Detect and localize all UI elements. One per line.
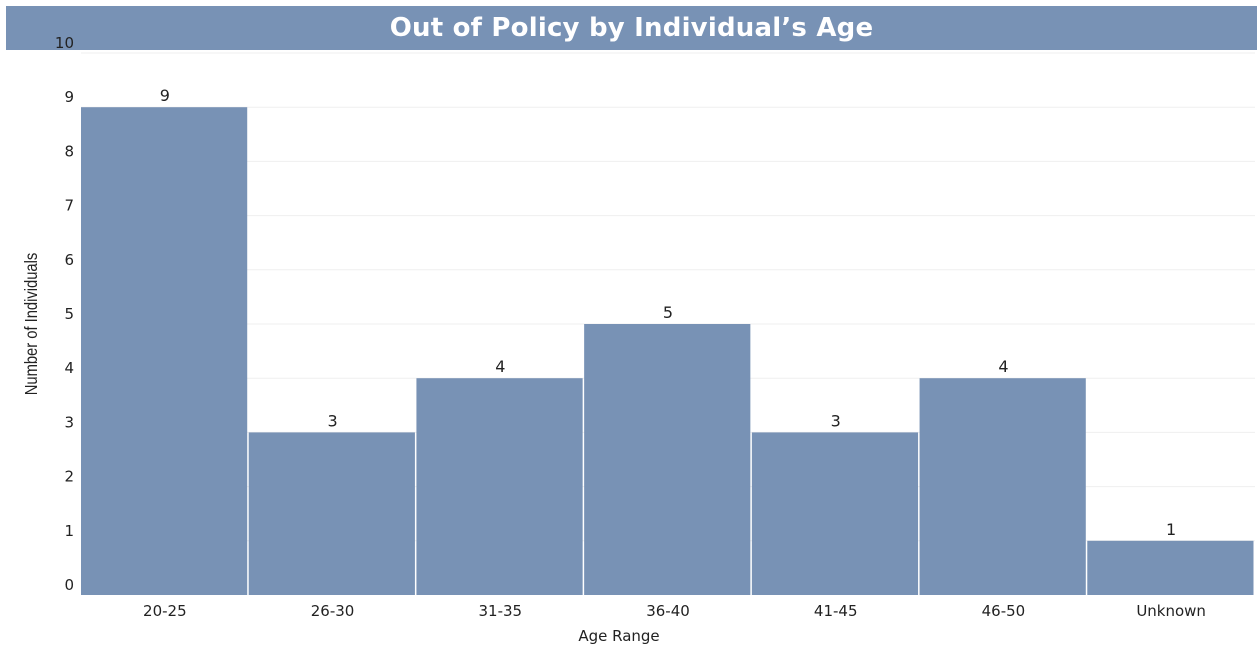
y-axis-title: Number of Individuals [22, 253, 42, 396]
y-axis-ticks: 0 1 2 3 4 5 6 7 8 9 10 [55, 34, 74, 594]
x-tick-label: 46-50 [982, 602, 1026, 620]
bar-unknown[interactable] [1087, 540, 1254, 595]
data-label: 4 [495, 357, 505, 376]
data-label: 3 [831, 411, 841, 430]
data-labels: 9 3 4 5 3 4 1 [160, 86, 1176, 539]
bar-26-30[interactable] [248, 432, 415, 595]
bars [81, 107, 1254, 595]
y-tick-label: 9 [64, 88, 74, 106]
y-tick-label: 6 [64, 251, 74, 269]
x-tick-label: 20-25 [143, 602, 187, 620]
x-tick-label: 31-35 [478, 602, 522, 620]
data-label: 5 [663, 303, 673, 322]
x-tick-label: 41-45 [814, 602, 858, 620]
bar-31-35[interactable] [416, 378, 583, 595]
chart-title: Out of Policy by Individual’s Age [389, 13, 874, 43]
y-tick-label: 7 [64, 197, 74, 215]
y-tick-label: 3 [64, 413, 74, 431]
y-tick-label: 2 [64, 468, 74, 486]
y-tick-label: 4 [64, 359, 74, 377]
bar-46-50[interactable] [919, 378, 1086, 595]
x-axis-title: Age Range [578, 627, 659, 645]
x-axis-ticks: 20-25 26-30 31-35 36-40 41-45 46-50 Unknown [143, 602, 1206, 620]
y-tick-label: 0 [64, 576, 74, 594]
data-label: 4 [998, 357, 1008, 376]
bar-20-25[interactable] [81, 107, 248, 595]
data-label: 9 [160, 86, 170, 105]
x-tick-label: 26-30 [311, 602, 355, 620]
chart-title-bar: Out of Policy by Individual’s Age [6, 6, 1257, 50]
bar-36-40[interactable] [584, 324, 751, 595]
data-label: 3 [327, 411, 337, 430]
y-tick-label: 10 [55, 34, 74, 52]
y-tick-label: 8 [64, 142, 74, 160]
bar-41-45[interactable] [751, 432, 919, 595]
data-label: 1 [1166, 520, 1176, 539]
y-tick-label: 1 [64, 522, 74, 540]
x-tick-label: Unknown [1136, 602, 1206, 620]
y-tick-label: 5 [64, 305, 74, 323]
x-tick-label: 36-40 [646, 602, 690, 620]
